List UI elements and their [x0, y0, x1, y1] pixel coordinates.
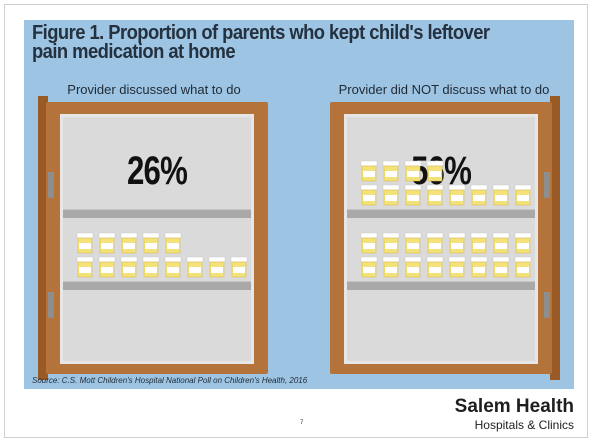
pill-bottle-icon: [186, 256, 204, 278]
pill-bottle-icon: [514, 232, 532, 254]
hinge: [544, 172, 550, 198]
pill-bottle-icon: [426, 256, 444, 278]
pill-bottle-icon: [492, 232, 510, 254]
value-label-discussed: 26%: [126, 149, 188, 193]
logo-subtitle: Hospitals & Clinics: [474, 418, 574, 432]
pill-bottle-icon: [448, 232, 466, 254]
pill-bottle-icon: [426, 184, 444, 206]
pill-bottle-icon: [76, 256, 94, 278]
pill-bottle-icon: [448, 184, 466, 206]
pill-bottle-icon: [382, 160, 400, 182]
pill-bottle-icon: [230, 256, 248, 278]
pill-bottle-icon: [492, 184, 510, 206]
pill-bottle-icon: [76, 232, 94, 254]
pill-bottle-icon: [382, 184, 400, 206]
pill-bottle-icon: [448, 256, 466, 278]
pill-bottle-icon: [142, 256, 160, 278]
infographic: Figure 1. Proportion of parents who kept…: [24, 20, 574, 389]
category-label-not-discussed: Provider did NOT discuss what to do: [338, 82, 550, 97]
pill-bottle-icon: [492, 256, 510, 278]
pill-bottle-icon: [208, 256, 226, 278]
pill-bottle-icon: [164, 232, 182, 254]
pill-bottle-icon: [120, 232, 138, 254]
page-number: 7: [300, 420, 304, 426]
pill-bottle-icon: [360, 232, 378, 254]
pill-bottle-icon: [360, 184, 378, 206]
pill-bottle-icon: [360, 160, 378, 182]
cabinet-discussed: 26%: [38, 96, 268, 380]
pill-bottle-icon: [470, 232, 488, 254]
shelf: [347, 281, 535, 290]
slide-border: [4, 4, 588, 438]
pill-bottle-icon: [360, 256, 378, 278]
pill-bottle-icon: [470, 256, 488, 278]
pill-bottle-icon: [142, 232, 160, 254]
logo-salem-health: Salem Health: [454, 396, 574, 417]
shelf: [347, 209, 535, 218]
pill-bottle-icon: [470, 184, 488, 206]
cabinet-interior: 26%: [60, 114, 254, 364]
pill-bottle-icon: [164, 256, 182, 278]
pill-bottle-icon: [382, 256, 400, 278]
bottle-group-not-discussed: [360, 160, 532, 278]
hinge: [48, 172, 54, 198]
pill-bottle-icon: [120, 256, 138, 278]
cabinet-interior: 56%: [344, 114, 538, 364]
cabinet-door-left: [38, 96, 48, 380]
shelf: [63, 281, 251, 290]
shelf: [63, 209, 251, 218]
pill-bottle-icon: [404, 256, 422, 278]
pill-bottle-icon: [514, 184, 532, 206]
pill-bottle-icon: [404, 160, 422, 182]
pill-bottle-icon: [404, 232, 422, 254]
pill-bottle-icon: [514, 256, 532, 278]
category-label-discussed: Provider discussed what to do: [67, 82, 241, 97]
cabinet-not-discussed: 56%: [330, 96, 560, 380]
figure-title: Figure 1. Proportion of parents who kept…: [32, 22, 490, 63]
pill-bottle-icon: [404, 184, 422, 206]
pill-bottle-icon: [98, 256, 116, 278]
pill-bottle-icon: [426, 232, 444, 254]
cabinet-door-right: [550, 96, 560, 380]
hinge: [48, 292, 54, 318]
source-note: Source: C.S. Mott Children's Hospital Na…: [32, 376, 308, 385]
hinge: [544, 292, 550, 318]
bottle-group-discussed: [76, 232, 248, 278]
pill-bottle-icon: [426, 160, 444, 182]
pill-bottle-icon: [98, 232, 116, 254]
pill-bottle-icon: [382, 232, 400, 254]
